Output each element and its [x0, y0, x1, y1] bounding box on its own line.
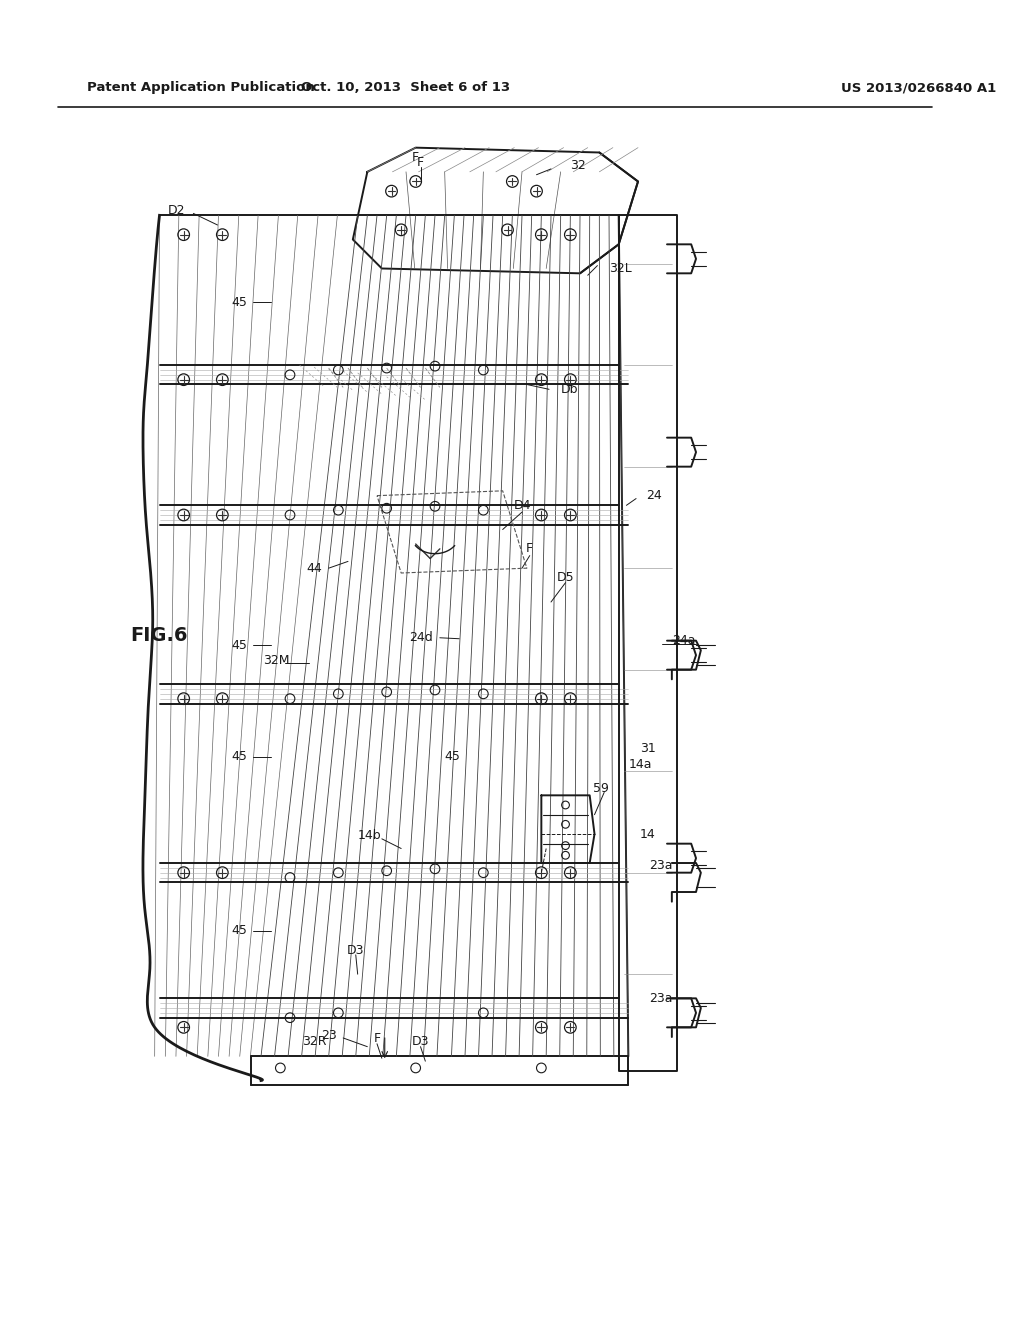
Text: 31: 31: [640, 742, 655, 755]
Text: 45: 45: [231, 296, 248, 309]
Text: 45: 45: [231, 750, 248, 763]
Text: 24: 24: [646, 490, 662, 502]
Text: 45: 45: [231, 639, 248, 652]
Text: 32M: 32M: [263, 653, 290, 667]
Text: D3: D3: [347, 944, 365, 957]
Text: 14b: 14b: [357, 829, 381, 842]
Text: F: F: [417, 156, 424, 169]
Text: 23a: 23a: [649, 859, 673, 873]
Text: D2: D2: [168, 205, 185, 216]
Text: 24a: 24a: [672, 634, 695, 647]
Text: 45: 45: [231, 924, 248, 937]
Text: 14: 14: [640, 828, 655, 841]
Text: 32: 32: [570, 158, 586, 172]
Text: US 2013/0266840 A1: US 2013/0266840 A1: [841, 82, 996, 94]
Text: 45: 45: [444, 750, 461, 763]
Text: Oct. 10, 2013  Sheet 6 of 13: Oct. 10, 2013 Sheet 6 of 13: [301, 82, 511, 94]
Text: D3: D3: [412, 1035, 429, 1048]
Text: 32L: 32L: [609, 261, 632, 275]
Text: 14a: 14a: [629, 758, 652, 771]
Text: 59: 59: [593, 781, 609, 795]
Text: 24d: 24d: [409, 631, 432, 644]
Text: Db: Db: [561, 383, 579, 396]
Text: F: F: [412, 150, 419, 164]
Text: D5: D5: [557, 572, 574, 585]
Text: F: F: [374, 1032, 381, 1045]
Text: Patent Application Publication: Patent Application Publication: [87, 82, 314, 94]
Text: FIG.6: FIG.6: [130, 626, 188, 645]
Text: F: F: [526, 543, 534, 556]
Text: 32R: 32R: [302, 1035, 326, 1048]
Text: 44: 44: [306, 562, 323, 574]
Text: 23: 23: [321, 1028, 337, 1041]
Text: D4: D4: [513, 499, 530, 512]
Text: 23a: 23a: [649, 991, 673, 1005]
